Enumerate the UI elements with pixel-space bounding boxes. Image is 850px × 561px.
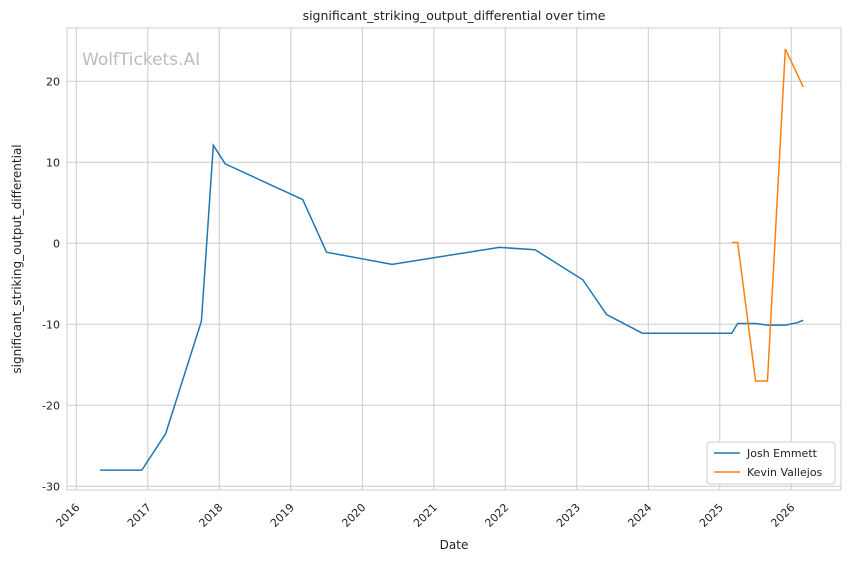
x-tick-label: 2025 xyxy=(697,501,726,530)
x-tick-label: 2017 xyxy=(125,501,154,530)
legend-entry: Josh Emmett xyxy=(746,447,818,460)
chart-title: significant_striking_output_differential… xyxy=(303,8,606,23)
y-tick-label: 0 xyxy=(53,237,60,250)
y-tick-label: -20 xyxy=(42,399,60,412)
y-tick-label: -30 xyxy=(42,480,60,493)
x-tick-label: 2016 xyxy=(53,501,82,530)
x-tick-label: 2026 xyxy=(768,501,797,530)
legend-entry: Kevin Vallejos xyxy=(747,466,823,479)
x-tick-label: 2019 xyxy=(268,501,297,530)
y-tick-label: 20 xyxy=(46,75,60,88)
x-tick-label: 2022 xyxy=(482,501,511,530)
x-tick-label: 2018 xyxy=(196,501,225,530)
legend: Josh Emmett Kevin Vallejos xyxy=(706,441,836,485)
y-axis-label: significant_striking_output_differential xyxy=(10,144,24,373)
y-tick-label: -10 xyxy=(42,318,60,331)
series-line-1 xyxy=(731,48,804,382)
x-axis-label: Date xyxy=(440,538,469,552)
series-line-0 xyxy=(100,142,804,471)
x-tick-label: 2023 xyxy=(554,501,583,530)
x-tick-label: 2020 xyxy=(339,501,368,530)
x-tick-label: 2024 xyxy=(625,501,654,530)
y-tick-label: 10 xyxy=(46,156,60,169)
watermark: WolfTickets.AI xyxy=(82,50,200,70)
x-tick-label: 2021 xyxy=(411,501,440,530)
plot-frame xyxy=(66,27,842,491)
